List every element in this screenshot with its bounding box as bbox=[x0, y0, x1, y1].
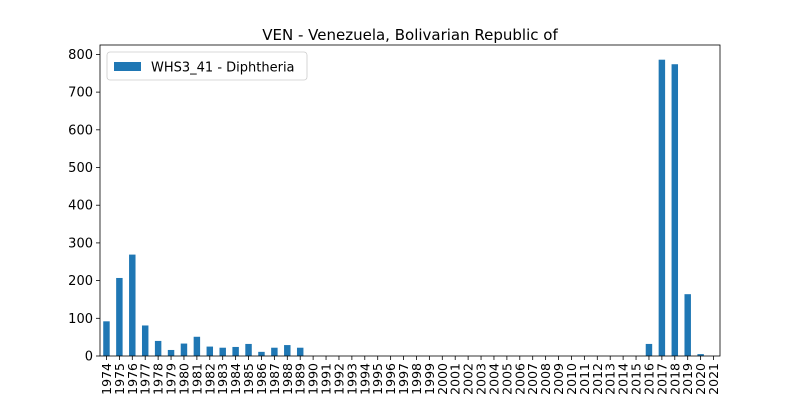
x-tick-label-1997: 1997 bbox=[396, 363, 411, 395]
legend: WHS3_41 - Diphtheria bbox=[106, 51, 308, 81]
bar-1989 bbox=[296, 347, 304, 356]
x-tick-label-2009: 2009 bbox=[551, 363, 566, 395]
x-tick-label-1986: 1986 bbox=[254, 363, 269, 395]
bar-1979 bbox=[167, 349, 175, 356]
bar-1986 bbox=[258, 351, 265, 356]
x-tick-label-1975: 1975 bbox=[112, 363, 127, 395]
x-tick-label-1983: 1983 bbox=[215, 363, 230, 395]
x-tick-label-1991: 1991 bbox=[319, 363, 334, 395]
y-tick-label: 700 bbox=[68, 86, 93, 101]
bar-1976 bbox=[129, 254, 136, 356]
x-tick-label-2019: 2019 bbox=[680, 363, 695, 395]
y-tick-label: 300 bbox=[68, 236, 93, 251]
bar-1978 bbox=[154, 340, 162, 356]
x-tick-label-2015: 2015 bbox=[629, 363, 644, 395]
x-tick-label-2001: 2001 bbox=[448, 363, 463, 395]
y-tick-label: 0 bbox=[85, 350, 93, 365]
bar-2017 bbox=[658, 59, 666, 356]
y-tick-label: 100 bbox=[68, 312, 93, 327]
bar-1984 bbox=[232, 346, 239, 356]
chart-title: VEN - Venezuela, Bolivarian Republic of bbox=[262, 26, 558, 44]
x-tick-label-1990: 1990 bbox=[306, 363, 321, 395]
x-tick-label-2008: 2008 bbox=[538, 363, 553, 395]
bar-2018 bbox=[671, 64, 679, 356]
bar-1985 bbox=[245, 343, 252, 356]
x-tick-label-1976: 1976 bbox=[125, 363, 140, 395]
y-tick-label: 400 bbox=[68, 199, 93, 214]
x-tick-label-1981: 1981 bbox=[189, 363, 204, 395]
x-tick-label-1999: 1999 bbox=[422, 363, 437, 395]
plot-frame bbox=[99, 44, 721, 357]
x-tick-label-2005: 2005 bbox=[499, 363, 514, 395]
bars-group bbox=[103, 59, 704, 356]
bar-1977 bbox=[141, 325, 149, 356]
x-tick-label-2014: 2014 bbox=[616, 363, 631, 395]
bar-1974 bbox=[103, 321, 110, 356]
x-tick-label-1978: 1978 bbox=[151, 363, 166, 395]
x-tick-label-2007: 2007 bbox=[525, 363, 540, 395]
bar-2020 bbox=[697, 354, 704, 356]
x-tick-label-2017: 2017 bbox=[654, 363, 669, 395]
x-tick-label-1998: 1998 bbox=[409, 363, 424, 395]
x-tick-label-1980: 1980 bbox=[176, 363, 191, 395]
bar-1980 bbox=[180, 343, 188, 356]
x-tick-label-1974: 1974 bbox=[99, 363, 114, 395]
x-tick-label-1982: 1982 bbox=[202, 363, 217, 395]
x-tick-label-2020: 2020 bbox=[693, 363, 708, 395]
x-tick-label-1979: 1979 bbox=[164, 363, 179, 395]
x-tick-label-2003: 2003 bbox=[474, 363, 489, 395]
bar-1983 bbox=[219, 347, 226, 356]
bar-2016 bbox=[645, 343, 653, 356]
x-tick-label-1993: 1993 bbox=[344, 363, 359, 395]
x-tick-label-1995: 1995 bbox=[370, 363, 385, 395]
x-tick-label-2011: 2011 bbox=[577, 363, 592, 395]
x-tick-label-2018: 2018 bbox=[667, 363, 682, 395]
bar-1982 bbox=[206, 346, 214, 356]
x-tick-label-2000: 2000 bbox=[435, 363, 450, 395]
y-tick-label: 200 bbox=[68, 274, 93, 289]
y-axis: 0 100 200 300 400 500 600 700 800 bbox=[68, 48, 100, 365]
legend-box bbox=[106, 51, 308, 81]
bar-1988 bbox=[284, 345, 291, 356]
x-tick-label-1994: 1994 bbox=[357, 363, 372, 395]
x-tick-label-1996: 1996 bbox=[383, 363, 398, 395]
y-tick-label: 500 bbox=[68, 161, 93, 176]
x-tick-label-2010: 2010 bbox=[564, 363, 579, 395]
x-tick-label-1984: 1984 bbox=[228, 363, 243, 395]
x-tick-label-1992: 1992 bbox=[331, 363, 346, 395]
x-axis: 1974197519761977197819791980198119821983… bbox=[99, 356, 721, 395]
x-tick-label-2016: 2016 bbox=[641, 363, 656, 395]
x-tick-label-2012: 2012 bbox=[590, 363, 605, 395]
x-tick-label-1985: 1985 bbox=[241, 363, 256, 395]
bar-1987 bbox=[271, 347, 278, 356]
x-tick-label-2006: 2006 bbox=[512, 363, 527, 395]
x-tick-label-1988: 1988 bbox=[280, 363, 295, 395]
x-tick-label-2021: 2021 bbox=[706, 363, 721, 395]
bar-1975 bbox=[116, 277, 123, 356]
x-tick-label-2002: 2002 bbox=[461, 363, 476, 395]
y-tick-label: 600 bbox=[68, 123, 93, 138]
bar-1981 bbox=[193, 336, 201, 356]
bar-2019 bbox=[684, 294, 691, 356]
legend-swatch bbox=[114, 62, 141, 71]
x-tick-label-1989: 1989 bbox=[293, 363, 308, 395]
x-tick-label-2004: 2004 bbox=[486, 363, 501, 395]
legend-label: WHS3_41 - Diphtheria bbox=[151, 61, 295, 76]
x-tick-label-1977: 1977 bbox=[138, 363, 153, 395]
y-tick-label: 800 bbox=[68, 48, 93, 63]
x-tick-label-1987: 1987 bbox=[267, 363, 282, 395]
x-tick-label-2013: 2013 bbox=[603, 363, 618, 395]
